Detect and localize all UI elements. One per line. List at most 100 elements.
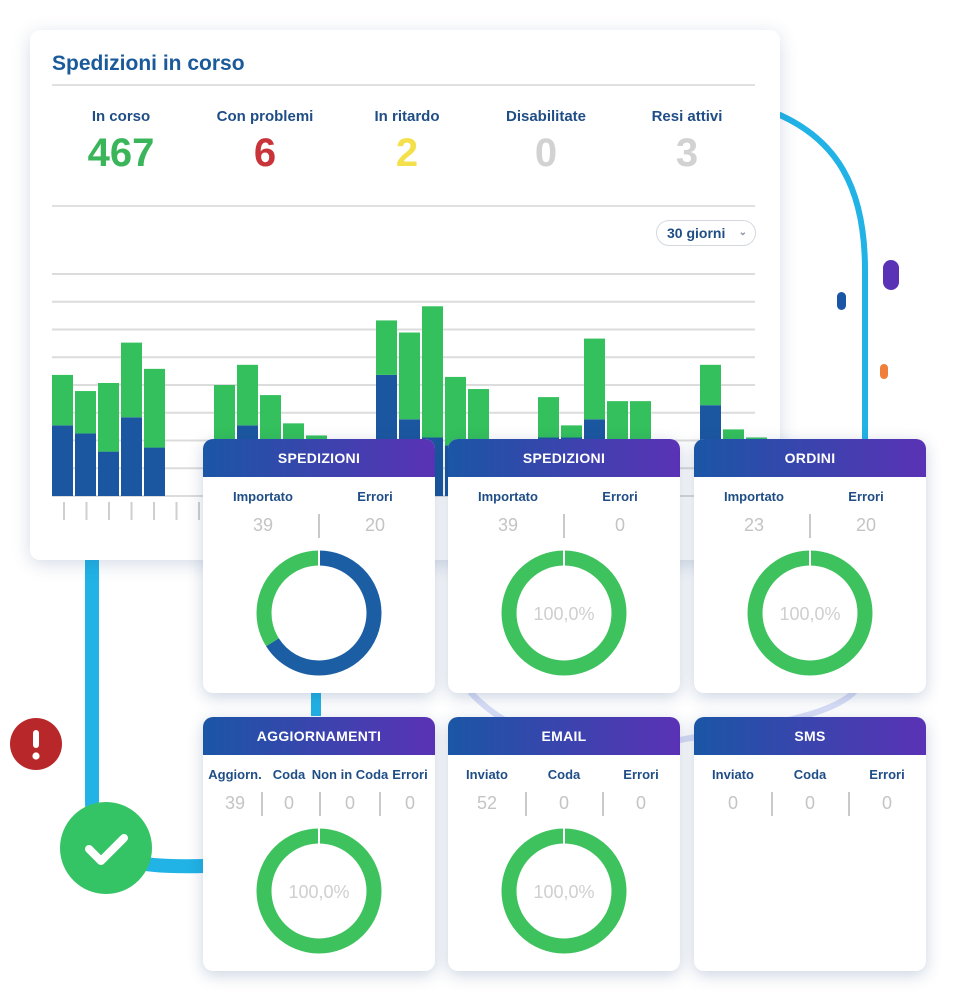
card-column-labels: Importato Errori <box>694 489 926 507</box>
bar-segment-2 <box>538 397 559 438</box>
stat-active-returns[interactable]: Resi attivi 3 <box>612 108 762 173</box>
bar-segment-2 <box>399 332 420 420</box>
bar-segment-2 <box>214 385 235 446</box>
donut-percentage: 100,0% <box>533 882 595 902</box>
bar-segment-2 <box>75 391 96 434</box>
bar-segment-2 <box>52 374 73 426</box>
bar-segment-1 <box>52 425 73 496</box>
stat-label: Disabilitate <box>505 108 587 125</box>
stat-label: Con problemi <box>216 108 314 125</box>
column-value: 23 <box>743 515 765 535</box>
column-value: 0 <box>344 793 355 813</box>
column-value: 39 <box>252 515 274 535</box>
column-value: 0 <box>404 793 415 813</box>
bar-segment-1 <box>98 451 119 496</box>
column-value: 0 <box>614 515 625 535</box>
column-label: Coda <box>547 767 581 782</box>
period-select-value: 30 giorni <box>667 225 726 241</box>
column-label: Errori <box>357 489 393 504</box>
bar-segment-2 <box>584 338 605 420</box>
column-separator <box>318 792 321 816</box>
column-separator <box>563 514 565 538</box>
stats-divider <box>52 205 755 207</box>
column-label: Importato <box>724 489 784 504</box>
card-column-values: 39 0 0 0 <box>203 793 435 817</box>
right-connector-line <box>777 112 868 443</box>
column-label: Aggiorn. <box>208 767 262 782</box>
bar-segment-2 <box>445 376 466 446</box>
column-label: Inviato <box>466 767 508 782</box>
column-separator <box>847 792 850 816</box>
card-spedizioni-2[interactable]: SPEDIZIONI Importato Errori 39 0 100,0% <box>448 439 680 693</box>
stat-in-progress[interactable]: In corso 467 <box>46 108 196 173</box>
dashboard-title: Spedizioni in corso <box>52 52 245 75</box>
card-column-values: 39 20 <box>203 515 435 539</box>
stat-delayed[interactable]: In ritardo 2 <box>332 108 482 173</box>
decor-dot-purple <box>883 260 899 290</box>
stat-label: In ritardo <box>374 108 440 125</box>
column-label: Errori <box>602 489 638 504</box>
card-title: SPEDIZIONI <box>203 439 435 477</box>
stat-value: 0 <box>534 131 558 175</box>
bar-segment-2 <box>422 306 443 438</box>
column-value: 0 <box>283 793 294 813</box>
card-column-labels: Inviato Coda Errori <box>448 767 680 785</box>
stat-label: Resi attivi <box>651 108 723 125</box>
column-separator <box>318 514 320 538</box>
bar-segment-1 <box>75 433 96 496</box>
decor-dot-orange <box>880 364 888 379</box>
donut-percentage: 100,0% <box>779 604 841 624</box>
period-select[interactable]: 30 giorni ⌄ <box>656 220 756 246</box>
column-separator <box>261 792 263 816</box>
stat-value: 3 <box>675 131 699 175</box>
decor-dot-blue <box>837 292 846 310</box>
card-column-labels: Inviato Coda Errori <box>694 767 926 785</box>
column-separator <box>379 792 381 816</box>
card-aggiornamenti[interactable]: AGGIORNAMENTI Aggiorn. Coda Non in Coda Err… <box>203 717 435 971</box>
check-icon <box>60 802 152 894</box>
column-value: 0 <box>804 793 815 813</box>
column-label: Errori <box>848 489 884 504</box>
column-value: 0 <box>727 793 738 813</box>
card-email[interactable]: EMAIL Inviato Coda Errori 52 0 0 100,0% <box>448 717 680 971</box>
bar-segment-2 <box>144 368 165 448</box>
card-title: SPEDIZIONI <box>448 439 680 477</box>
column-label: Errori <box>869 767 905 782</box>
stat-value: 2 <box>395 131 419 175</box>
stat-with-problems[interactable]: Con problemi 6 <box>190 108 340 173</box>
column-value: 52 <box>476 793 498 813</box>
bar-segment-1 <box>144 447 165 496</box>
stat-disabled[interactable]: Disabilitate 0 <box>471 108 621 173</box>
card-ordini[interactable]: ORDINI Importato Errori 23 20 100,0% <box>694 439 926 693</box>
card-column-values: 23 20 <box>694 515 926 539</box>
donut-chart <box>256 828 382 954</box>
card-spedizioni-1[interactable]: SPEDIZIONI Importato Errori 39 20 <box>203 439 435 693</box>
card-column-labels: Aggiorn. Coda Non in Coda Errori <box>203 767 435 785</box>
column-value: 0 <box>635 793 646 813</box>
card-sms[interactable]: SMS Inviato Coda Errori 0 0 0 <box>694 717 926 971</box>
donut-chart <box>501 550 627 676</box>
column-label: Coda <box>793 767 827 782</box>
bar-segment-2 <box>561 425 582 438</box>
card-column-values: 52 0 0 <box>448 793 680 817</box>
column-value: 0 <box>881 793 892 813</box>
bar-segment-2 <box>376 320 397 375</box>
column-label: Errori <box>623 767 659 782</box>
column-value: 20 <box>855 515 877 535</box>
bar-segment-2 <box>237 364 258 426</box>
donut-percentage: 100,0% <box>288 882 350 902</box>
column-separator <box>601 792 604 816</box>
stat-value: 6 <box>253 131 277 175</box>
stat-label: In corso <box>91 108 151 125</box>
column-label: Importato <box>478 489 538 504</box>
column-label: Coda <box>272 767 306 782</box>
donut-chart <box>747 550 873 676</box>
donut-chart <box>256 550 382 676</box>
column-label: Importato <box>233 489 293 504</box>
card-title: SMS <box>694 717 926 755</box>
column-label: Non in Coda <box>311 767 389 782</box>
card-title: EMAIL <box>448 717 680 755</box>
card-title: ORDINI <box>694 439 926 477</box>
bar-segment-2 <box>723 429 744 440</box>
column-separator <box>524 792 527 816</box>
